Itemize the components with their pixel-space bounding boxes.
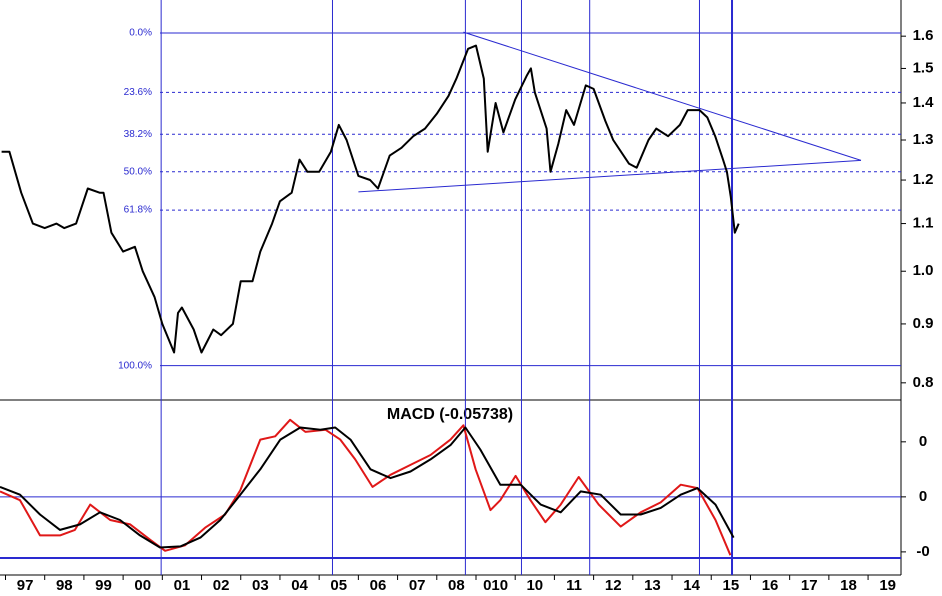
fib-label: 23.6% [124, 87, 152, 98]
x-tick-label: 06 [370, 577, 387, 594]
y-tick-label: 1.5 [913, 59, 934, 76]
y-tick-label: 0.9 [913, 315, 934, 332]
y-tick-label: 0 [919, 488, 927, 505]
series-line [1, 44, 740, 354]
x-tick-label: 08 [448, 577, 465, 594]
trendline [463, 31, 862, 161]
y-tick-label: 1.3 [913, 131, 934, 148]
y-tick-label: 1.0 [913, 262, 934, 279]
x-tick-label: 10 [526, 577, 543, 594]
fib-label: 100.0% [118, 360, 152, 371]
x-tick-label: 97 [17, 577, 34, 594]
y-tick-label: 1.2 [913, 171, 934, 188]
x-tick-label: 17 [801, 577, 818, 594]
trendline [358, 159, 862, 193]
y-tick-label: 1.6 [913, 27, 934, 44]
x-tick-label: 99 [95, 577, 112, 594]
x-tick-label: 01 [174, 577, 191, 594]
x-tick-label: 05 [330, 577, 347, 594]
x-tick-label: 02 [213, 577, 230, 594]
x-tick-label: 15 [722, 577, 739, 594]
series-line [0, 426, 735, 549]
y-tick-label: -0 [916, 543, 929, 560]
y-tick-label: 1.4 [913, 94, 935, 111]
x-tick-label: 07 [409, 577, 426, 594]
fib-label: 50.0% [124, 166, 152, 177]
series-line [0, 418, 732, 556]
fib-label: 61.8% [124, 205, 152, 216]
x-tick-label: 03 [252, 577, 269, 594]
x-tick-label: 010 [483, 577, 508, 594]
y-tick-label: 0.8 [913, 374, 934, 391]
macd-title: MACD (-0.05738) [387, 406, 513, 423]
x-tick-label: 98 [56, 577, 73, 594]
fib-label: 0.0% [129, 28, 152, 39]
x-tick-label: 14 [683, 577, 700, 594]
x-tick-label: 19 [879, 577, 896, 594]
y-tick-label: 0 [919, 433, 927, 450]
x-tick-label: 12 [605, 577, 622, 594]
x-tick-label: 16 [762, 577, 779, 594]
x-tick-label: 13 [644, 577, 661, 594]
x-tick-label: 04 [291, 577, 308, 594]
x-tick-label: 18 [840, 577, 857, 594]
fib-label: 38.2% [124, 129, 152, 140]
x-tick-label: 00 [134, 577, 151, 594]
y-tick-label: 1.1 [913, 215, 934, 232]
x-tick-label: 11 [566, 577, 582, 594]
